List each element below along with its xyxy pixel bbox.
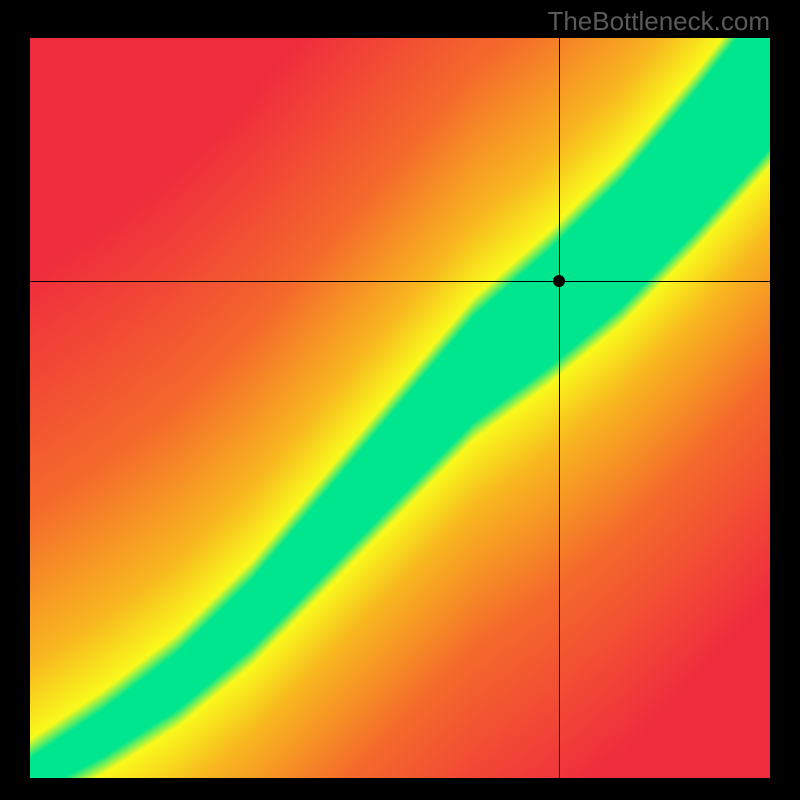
- heatmap-canvas: [30, 38, 770, 778]
- crosshair-horizontal: [30, 281, 770, 282]
- data-point-marker: [553, 275, 565, 287]
- chart-container: TheBottleneck.com: [0, 0, 800, 800]
- heatmap-plot: [30, 38, 770, 778]
- watermark-text: TheBottleneck.com: [547, 6, 770, 37]
- crosshair-vertical: [559, 38, 560, 778]
